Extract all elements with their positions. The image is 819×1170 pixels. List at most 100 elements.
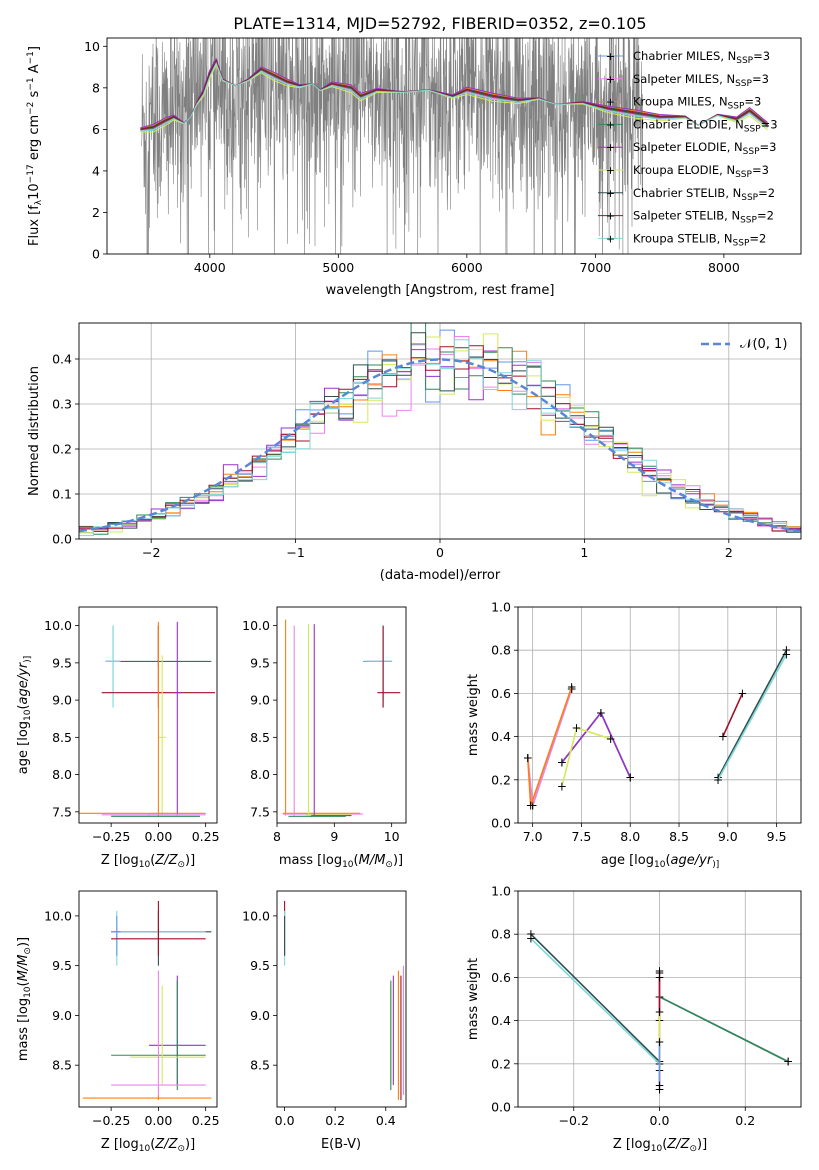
x-axis-label: age [log10(age/yr)] (601, 853, 719, 870)
weight-marker-6-1: + (654, 1083, 664, 1097)
x-tick-label: 7.5 (571, 829, 591, 844)
normal-curve (79, 358, 801, 533)
y-tick-label: 1.0 (491, 600, 511, 615)
axes-frame (276, 606, 407, 824)
legend-marker: + (606, 50, 615, 63)
weight-marker-3-2: + (783, 1055, 793, 1069)
weight-marker-2-1: + (523, 751, 533, 765)
x-tick-label: 0.25 (192, 829, 220, 844)
y-tick-label: 0.1 (52, 487, 72, 502)
model-line-8 (140, 59, 768, 130)
y-tick-label: 0 (92, 247, 100, 262)
weight-marker-9-2: + (654, 1035, 664, 1049)
weight-line-9 (717, 654, 788, 781)
y-tick-label: 1.0 (491, 884, 511, 899)
plot-area (82, 900, 212, 1101)
y-tick-label: 6 (92, 122, 100, 137)
axes-frame (517, 606, 802, 824)
weight-line-1 (530, 933, 661, 1063)
legend-label-4: Chabrier ELODIE, NSSP=3 (633, 117, 778, 134)
legend-marker: + (606, 232, 615, 245)
y-tick-label: 0.0 (52, 532, 72, 547)
legend-marker: + (606, 118, 615, 131)
y-tick-label: 8.0 (250, 767, 270, 782)
plot-area (284, 900, 405, 1101)
legend-label-3: Kroupa MILES, NSSP=3 (633, 95, 761, 112)
y-tick-label: 7.5 (52, 804, 72, 819)
age-vs-mass-panel: 8 9 10 7.5 8.0 8.5 9.0 9.5 10.0 mass [log10(M/M⊙)… (242, 606, 407, 870)
x-tick-label: 0.4 (376, 1113, 396, 1128)
mass-vs-Z-panel: −0.25 0.00 0.25 8.5 9.0 9.5 10.0 Z [log10(Z/Z⊙)… (16, 890, 220, 1154)
x-tick-label: −1 (286, 545, 304, 560)
y-tick-label: 9.5 (250, 958, 270, 973)
weight-marker-1-1: + (523, 751, 533, 765)
y-axis-label: mass weight (466, 958, 481, 1040)
weight-line-8 (722, 693, 744, 737)
x-tick-label: 0.2 (735, 1113, 755, 1128)
legend-label-normal: 𝒩(0, 1) (740, 337, 787, 352)
mass-vs-EBV-panel: 0.0 0.2 0.4 8.5 9.0 9.5 10.0 E(B-V) (242, 890, 407, 1152)
weight-marker-9-2: + (781, 648, 791, 662)
weight-marker-2-2: + (528, 799, 538, 813)
weight-line-5 (561, 711, 631, 778)
weight-marker-8-2: + (654, 1005, 664, 1019)
weight-marker-4-2: + (783, 1055, 793, 1069)
x-tick-label: 0.00 (144, 829, 172, 844)
legend-marker: + (606, 164, 615, 177)
y-tick-label: 0.4 (491, 729, 511, 744)
y-tick-label: 4 (92, 163, 100, 178)
weight-marker-5-3: + (625, 771, 635, 785)
legend-label-2: Salpeter MILES, NSSP=3 (633, 72, 769, 89)
legend-label-7: Chabrier STELIB, NSSP=2 (633, 186, 775, 203)
weight-marker-8-1: + (718, 730, 728, 744)
mass-weight-vs-age-panel: ++++++++++++++++++++++++ 7.0 7.5 8.0 8.5 9.0 9… (466, 600, 802, 870)
legend-label-9: Kroupa STELIB, NSSP=2 (633, 231, 766, 248)
x-axis-label: wavelength [Angstrom, rest frame] (326, 283, 555, 298)
y-tick-label: 8.5 (250, 1058, 270, 1073)
legend-label-8: Salpeter STELIB, NSSP=2 (633, 209, 774, 226)
axes-frame (78, 890, 218, 1108)
legend-marker: + (606, 210, 615, 223)
x-tick-label: 0.2 (325, 1113, 345, 1128)
plot-area (79, 621, 216, 818)
y-tick-label: 0.2 (491, 772, 511, 787)
y-axis-label: Normed distribution (27, 366, 42, 496)
x-tick-label: 0.0 (275, 1113, 295, 1128)
y-tick-label: 8.5 (52, 1058, 72, 1073)
x-tick-label: 5000 (322, 260, 354, 275)
axes-frame (517, 890, 802, 1108)
legend-marker: + (606, 187, 615, 200)
x-tick-label: 0.0 (650, 1113, 670, 1128)
x-tick-label: 10 (384, 829, 400, 844)
weight-marker-6-1: + (557, 779, 567, 793)
legend-marker: + (606, 141, 615, 154)
weight-marker-3-3: + (567, 680, 577, 694)
y-tick-label: 0.6 (491, 686, 511, 701)
y-axis-label: mass weight (466, 674, 481, 756)
mass-weight-vs-Z-panel: ++++++++++++++++++ −0.2 0.0 0.2 0.0 0.2 0.4 0.6… (466, 884, 802, 1154)
y-tick-label: 0.0 (491, 1100, 511, 1115)
x-axis-label: E(B-V) (321, 1137, 361, 1152)
weight-marker-9-1: + (654, 1078, 664, 1092)
model-line-9 (140, 61, 768, 132)
weight-marker-3-2: + (526, 799, 536, 813)
x-tick-label: −0.2 (559, 1113, 589, 1128)
y-tick-label: 0.4 (491, 1013, 511, 1028)
x-tick-label: 8.5 (669, 829, 689, 844)
weight-line-4 (659, 996, 789, 1063)
spectrum-panel: 4000 5000 6000 7000 8000 0 2 4 6 8 10 + Chabrier MIL… (26, 37, 802, 298)
x-tick-label: 1 (580, 545, 588, 560)
plot-area: ++++++++++++++++++ (518, 891, 801, 1107)
y-tick-label: 7.5 (250, 804, 270, 819)
axes-frame (106, 37, 802, 255)
x-tick-label: −2 (142, 545, 160, 560)
weight-marker-1-1: + (526, 927, 536, 941)
legend-marker: + (606, 96, 615, 109)
legend-label-6: Kroupa ELODIE, NSSP=3 (633, 163, 769, 180)
y-tick-label: 9.0 (52, 1008, 72, 1023)
y-tick-label: 10.0 (242, 618, 270, 633)
y-tick-label: 8.5 (52, 730, 72, 745)
weight-marker-6-2: + (654, 966, 664, 980)
x-tick-label: 0 (436, 545, 444, 560)
y-tick-label: 9.0 (52, 693, 72, 708)
